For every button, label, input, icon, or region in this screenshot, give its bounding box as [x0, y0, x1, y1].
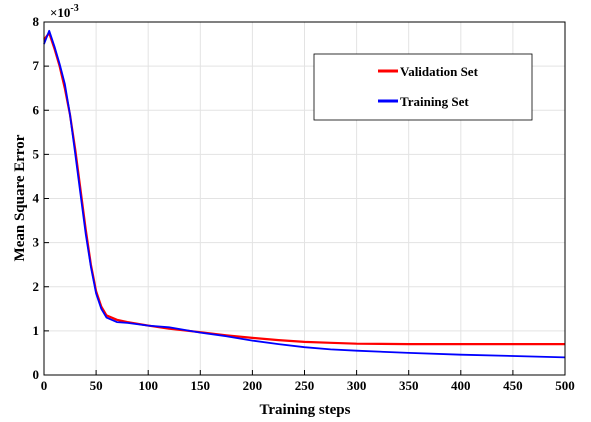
x-tick-label: 450: [503, 378, 523, 393]
x-tick-label: 100: [138, 378, 158, 393]
y-tick-label: 2: [33, 279, 40, 294]
x-tick-label: 350: [399, 378, 419, 393]
y-axis-label: Mean Square Error: [12, 134, 28, 261]
x-axis-label: Training steps: [260, 402, 351, 418]
legend-label-validation: Validation Set: [400, 64, 479, 79]
x-tick-label: 50: [90, 378, 103, 393]
x-tick-label: 500: [555, 378, 575, 393]
legend: Validation Set Training Set: [313, 53, 533, 121]
ticks: [43, 21, 566, 376]
y-scale-factor: ×10-3: [50, 3, 79, 20]
x-tick-label: 150: [191, 378, 211, 393]
y-tick-label: 8: [33, 14, 40, 29]
x-tick-label: 200: [243, 378, 263, 393]
series-line-training: [43, 29, 566, 359]
y-tick-label: 1: [33, 323, 40, 338]
x-tick-label: 250: [295, 378, 315, 393]
legend-label-training: Training Set: [400, 94, 469, 109]
x-tick-label: 0: [41, 378, 48, 393]
tick-labels: 0 50 100 150 200 250 300 350 400 450 500 0 1 2 3 4 5 6 7 8: [33, 14, 575, 393]
y-scale-exponent: -3: [70, 3, 78, 14]
y-tick-label: 0: [33, 367, 40, 382]
y-tick-label: 7: [33, 58, 40, 73]
y-tick-label: 6: [33, 102, 40, 117]
y-tick-label: 4: [33, 191, 40, 206]
series-layer: [43, 29, 566, 359]
y-tick-label: 5: [33, 146, 40, 161]
x-tick-label: 300: [347, 378, 367, 393]
y-tick-label: 3: [33, 235, 40, 250]
x-tick-label: 400: [451, 378, 471, 393]
legend-box: [313, 53, 533, 121]
